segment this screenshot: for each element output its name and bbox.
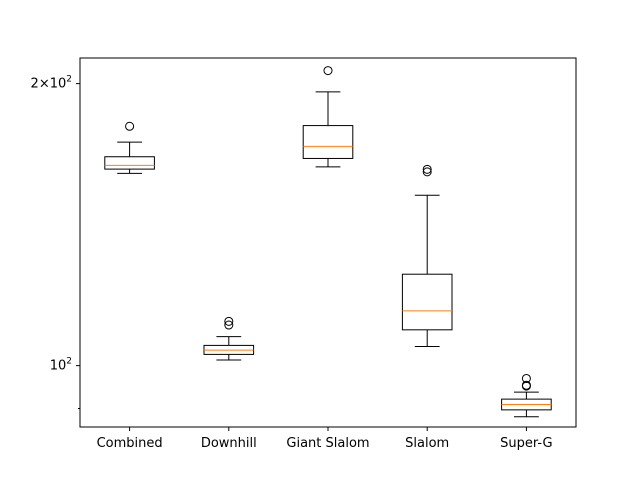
- y-axis: 102 2×102: [31, 75, 80, 410]
- x-axis: Combined Downhill Giant Slalom Slalom Super-…: [97, 427, 553, 451]
- outlier-point: [521, 380, 531, 390]
- outlier-point: [422, 164, 432, 174]
- x-tick-label: Giant Slalom: [286, 436, 369, 451]
- y-tick-label: 102: [50, 357, 72, 374]
- outlier-point: [224, 320, 234, 330]
- x-tick-label: Combined: [97, 436, 163, 451]
- outlier-point: [224, 316, 234, 326]
- box-iqr: [401, 273, 453, 331]
- box-slalom: [401, 164, 453, 348]
- x-tick-label: Slalom: [405, 436, 449, 451]
- outlier-point: [323, 66, 333, 76]
- box-giant-slalom: [302, 66, 354, 168]
- box-downhill: [203, 316, 255, 361]
- box-iqr: [104, 156, 155, 170]
- box-iqr: [302, 125, 354, 159]
- box-super-g: [501, 373, 552, 418]
- boxes-layer: [104, 66, 552, 418]
- outlier-point: [422, 167, 432, 177]
- box-combined: [104, 121, 155, 174]
- outlier-point: [521, 373, 531, 383]
- outlier-point: [125, 121, 135, 131]
- x-tick-label: Super-G: [500, 436, 553, 451]
- y-tick-label: 2×102: [31, 75, 72, 92]
- x-tick-label: Downhill: [201, 436, 257, 451]
